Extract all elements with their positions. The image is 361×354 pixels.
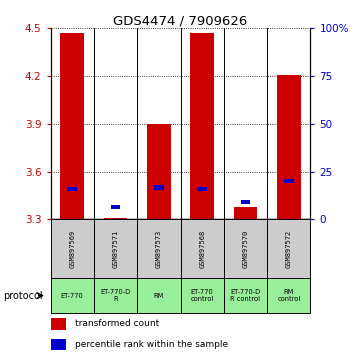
Bar (224, 278, 267, 313)
Bar (94, 278, 137, 313)
Bar (137, 219, 180, 278)
Bar (241, 200, 250, 204)
Bar (147, 124, 171, 219)
Bar (51, 338, 66, 350)
Bar (60, 33, 84, 219)
Text: RM
control: RM control (277, 289, 300, 302)
Bar (277, 75, 301, 219)
Text: GSM897568: GSM897568 (199, 229, 205, 268)
Text: GSM897573: GSM897573 (156, 229, 162, 268)
Bar (267, 219, 310, 278)
Bar (267, 278, 310, 313)
Text: RM: RM (154, 293, 164, 298)
Bar (224, 219, 267, 278)
Bar (137, 278, 180, 313)
Text: ET-770: ET-770 (61, 293, 84, 298)
Bar (190, 33, 214, 219)
Bar (94, 219, 137, 278)
Bar (180, 278, 224, 313)
Bar (234, 207, 257, 219)
Text: protocol: protocol (4, 291, 43, 301)
Title: GDS4474 / 7909626: GDS4474 / 7909626 (113, 14, 248, 27)
Text: transformed count: transformed count (75, 319, 159, 329)
Bar (104, 218, 127, 219)
Text: GSM897570: GSM897570 (243, 229, 248, 268)
Bar (111, 205, 120, 209)
Text: ET-770
control: ET-770 control (191, 289, 214, 302)
Bar (284, 179, 293, 183)
Bar (180, 219, 224, 278)
Text: ET-770-D
R control: ET-770-D R control (230, 289, 261, 302)
Text: percentile rank within the sample: percentile rank within the sample (75, 340, 228, 349)
Text: GSM897571: GSM897571 (113, 229, 118, 268)
Bar (51, 278, 94, 313)
Bar (68, 187, 77, 192)
Text: ET-770-D
R: ET-770-D R (100, 289, 131, 302)
Bar (154, 185, 164, 190)
Bar (51, 318, 66, 330)
Text: GSM897569: GSM897569 (69, 229, 75, 268)
Bar (197, 187, 207, 192)
Text: GSM897572: GSM897572 (286, 229, 292, 268)
Bar (51, 219, 94, 278)
